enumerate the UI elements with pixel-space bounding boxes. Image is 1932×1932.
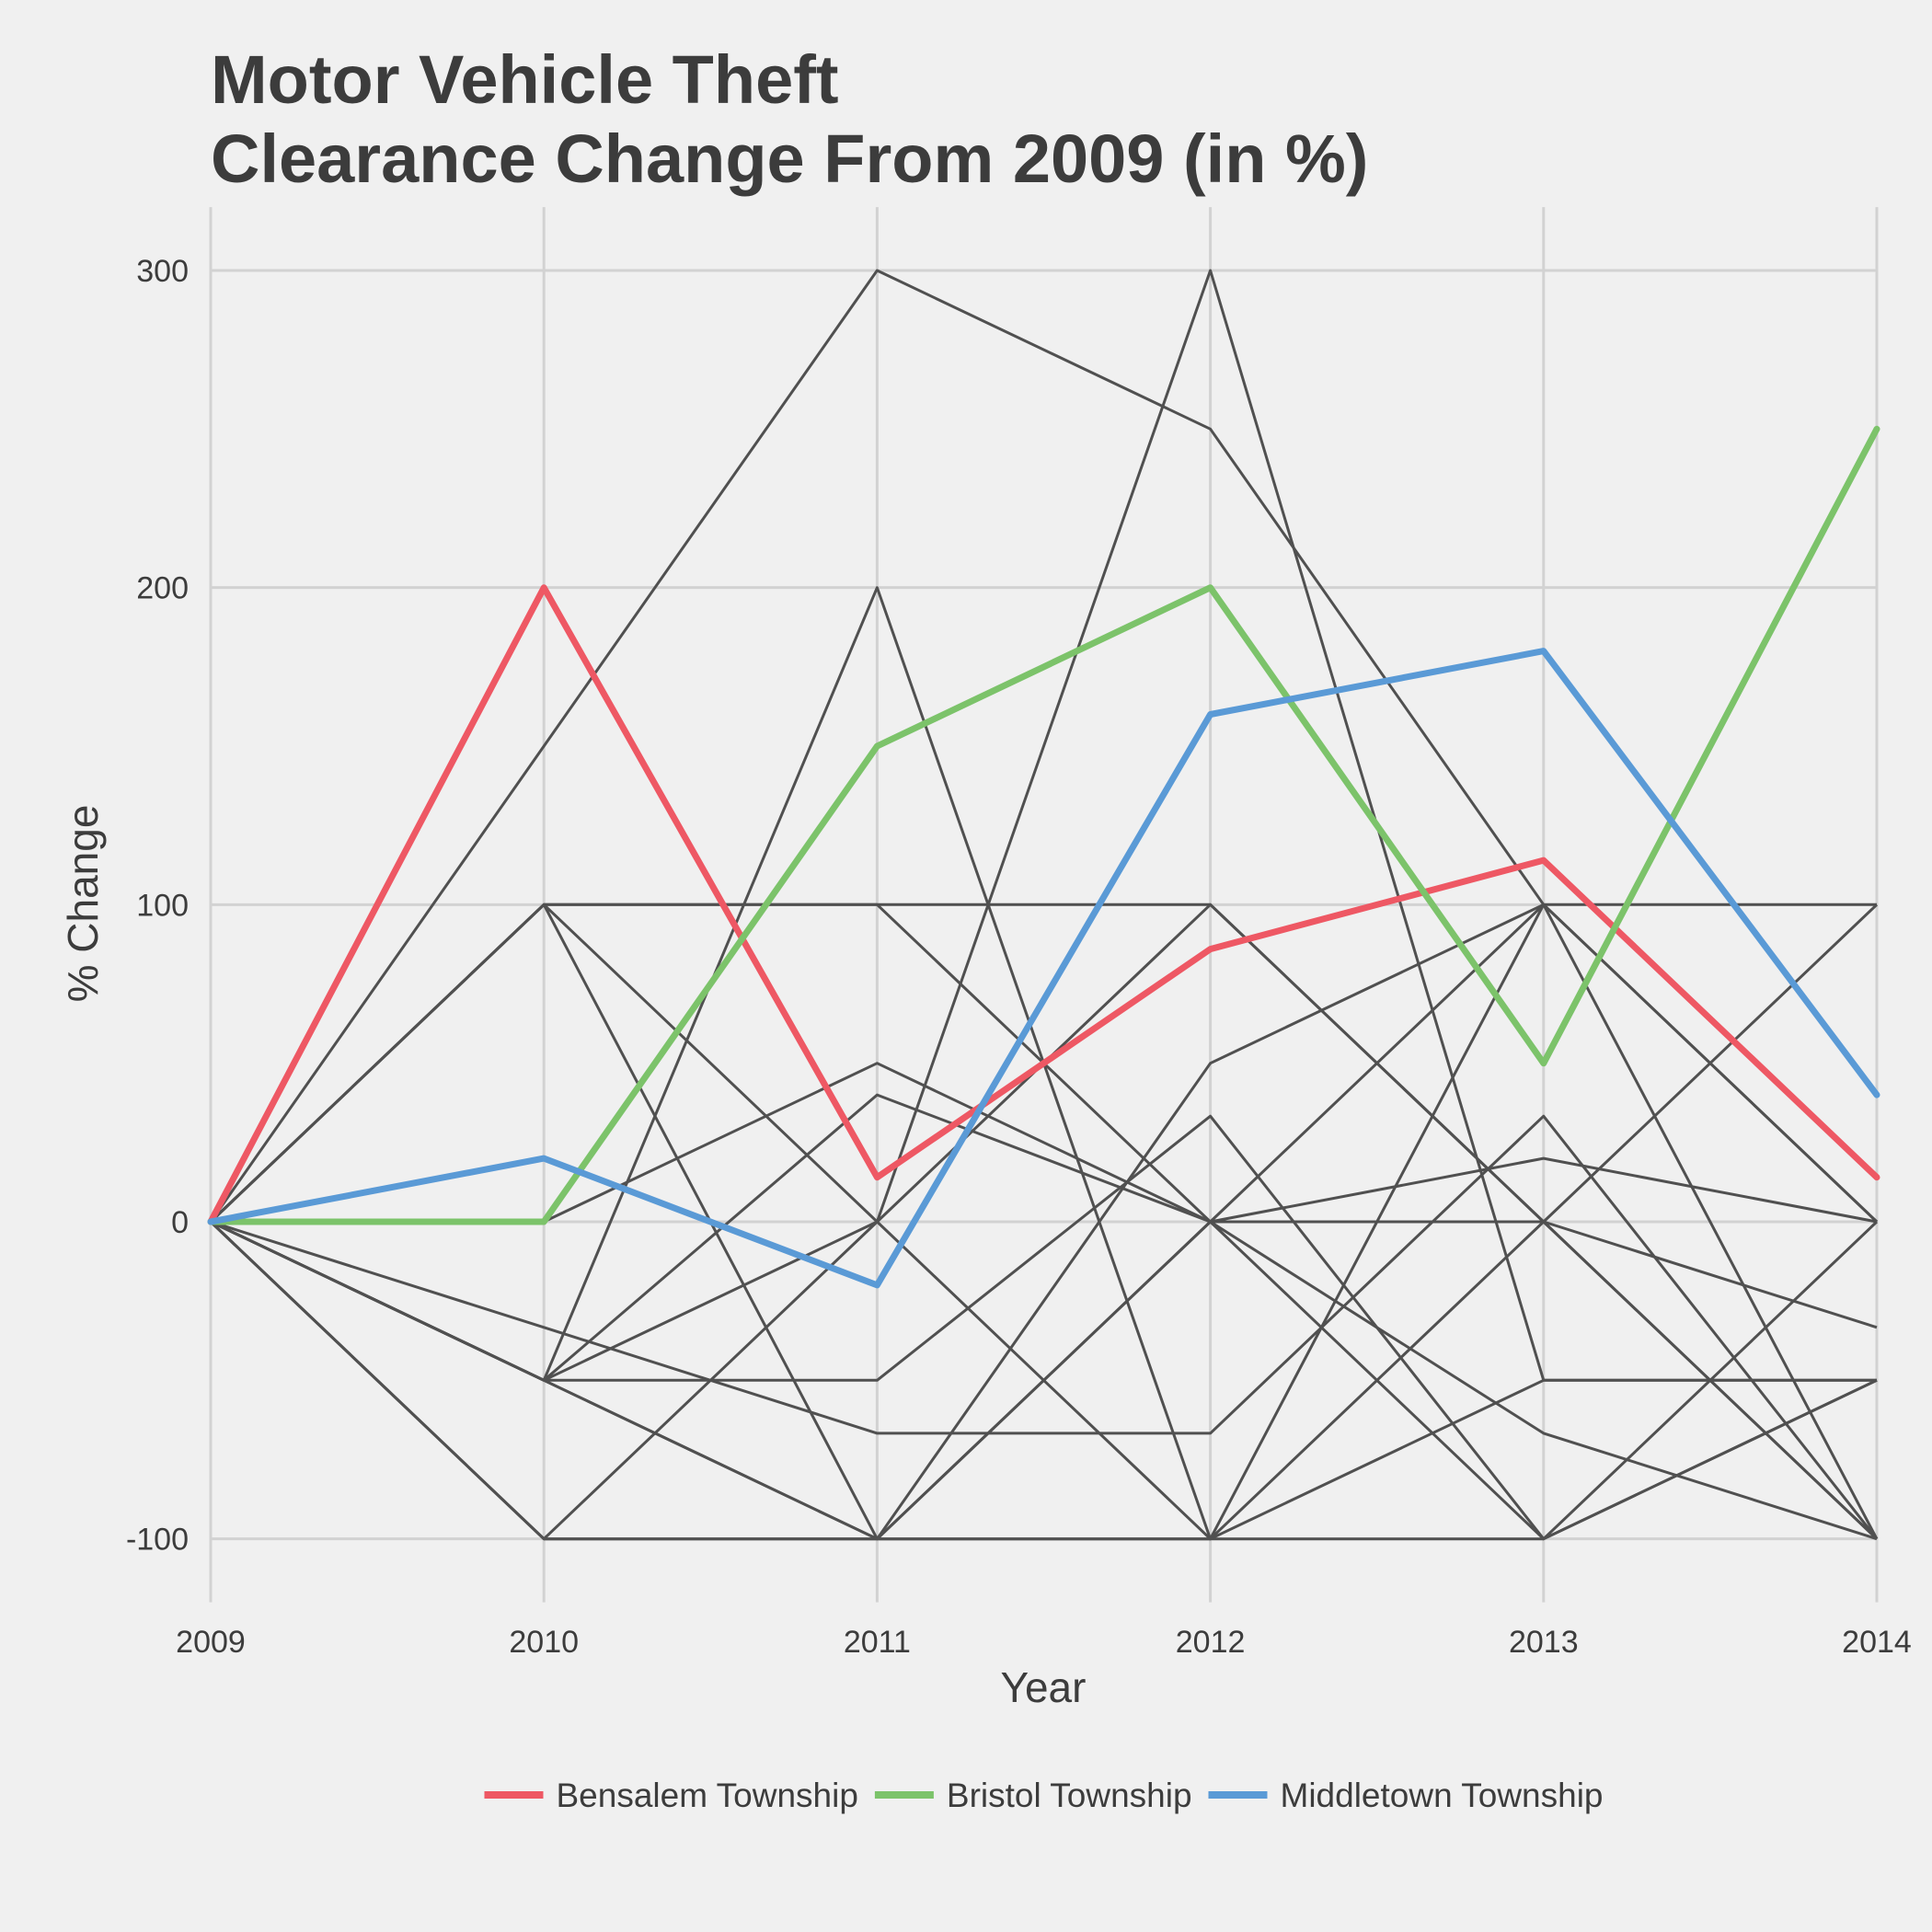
x-tick-label: 2013 bbox=[1509, 1625, 1579, 1660]
y-tick-label: 0 bbox=[171, 1205, 189, 1240]
y-tick-label: 100 bbox=[136, 888, 189, 923]
legend-item: Bensalem Township bbox=[484, 1777, 858, 1814]
background-series-line bbox=[210, 1093, 1878, 1382]
y-axis-tick-labels: -100 0 100 200 300 bbox=[126, 254, 189, 1558]
x-tick-label: 2011 bbox=[844, 1625, 911, 1660]
legend-label: Middletown Township bbox=[1281, 1777, 1604, 1814]
chart-title-line-1: Motor Vehicle Theft bbox=[211, 41, 839, 118]
series-line-bensalem-township bbox=[207, 584, 1880, 1225]
x-axis-title: Year bbox=[1001, 1663, 1087, 1711]
x-tick-label: 2009 bbox=[176, 1625, 246, 1660]
background-series-line bbox=[210, 903, 1879, 1541]
background-series-line bbox=[210, 1114, 1879, 1540]
legend: Bensalem Township Bristol Township Middlet… bbox=[484, 1777, 1604, 1814]
y-tick-label: -100 bbox=[126, 1523, 189, 1558]
x-tick-label: 2014 bbox=[1842, 1625, 1912, 1660]
legend-item: Bristol Township bbox=[874, 1777, 1192, 1814]
background-series-line bbox=[209, 903, 1879, 1540]
y-axis-title: % Change bbox=[59, 805, 107, 1003]
legend-label: Bristol Township bbox=[947, 1777, 1192, 1814]
series-line-middletown-township bbox=[207, 648, 1880, 1289]
series-line-bristol-township bbox=[207, 425, 1880, 1225]
x-tick-label: 2012 bbox=[1176, 1625, 1246, 1660]
x-tick-label: 2010 bbox=[509, 1625, 579, 1660]
y-tick-label: 300 bbox=[136, 254, 189, 289]
background-series-line bbox=[209, 1220, 1877, 1541]
chart-title: Motor Vehicle Theft Clearance Change Fro… bbox=[211, 41, 1368, 197]
highlighted-series-lines bbox=[207, 425, 1880, 1289]
y-tick-label: 200 bbox=[136, 571, 189, 606]
chart-title-line-2: Clearance Change From 2009 (in %) bbox=[211, 121, 1368, 197]
x-axis-tick-labels: 2009 2010 2011 2012 2013 2014 bbox=[176, 1625, 1912, 1660]
legend-label: Bensalem Township bbox=[557, 1777, 858, 1814]
background-series-line bbox=[210, 1114, 1878, 1541]
legend-item: Middletown Township bbox=[1208, 1777, 1604, 1814]
